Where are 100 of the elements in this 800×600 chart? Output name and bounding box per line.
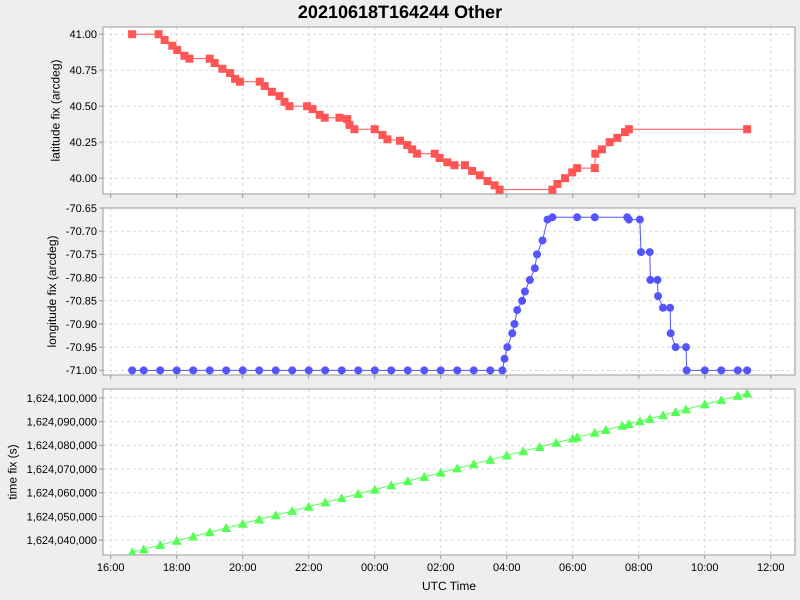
point [654, 292, 662, 300]
x-tick-label: 18:00 [162, 562, 190, 574]
point [666, 329, 675, 338]
y-tick-label: 1,624,050,000 [26, 511, 97, 524]
point [276, 92, 284, 100]
point [591, 150, 600, 158]
point [304, 366, 313, 374]
x-tick-label: 08:00 [625, 562, 653, 574]
point [470, 366, 478, 374]
point [561, 174, 570, 182]
point [387, 366, 396, 374]
point [486, 366, 494, 374]
x-tick-label: 02:00 [426, 562, 455, 574]
point [548, 213, 556, 222]
y-tick-label: -70.90 [66, 318, 97, 331]
point [646, 276, 654, 284]
y-tick-label: -70.85 [66, 296, 97, 308]
point [503, 343, 512, 352]
point [573, 164, 582, 172]
y-tick-label: 40.50 [69, 101, 97, 114]
point [285, 102, 294, 110]
point [613, 134, 622, 142]
point [743, 125, 752, 134]
y-tick-label: -70.80 [66, 272, 97, 284]
point [700, 366, 709, 374]
point [436, 366, 445, 374]
point [436, 154, 444, 162]
y-tick-label: 1,624,060,000 [26, 488, 97, 500]
point [530, 264, 539, 272]
point [508, 329, 516, 338]
x-tick-label: 06:00 [559, 562, 587, 574]
y-tick-label: 40.00 [69, 173, 97, 186]
point [272, 366, 280, 374]
point [606, 138, 614, 146]
point [321, 366, 330, 374]
point [743, 366, 752, 374]
point [573, 213, 582, 222]
point [370, 366, 379, 374]
point [236, 78, 244, 86]
point [370, 125, 379, 134]
y-tick-label: -70.65 [66, 202, 97, 215]
point [653, 276, 662, 284]
point [533, 250, 542, 258]
point [185, 54, 194, 63]
point [484, 177, 492, 186]
point [160, 36, 169, 44]
point [682, 366, 691, 374]
x-tick-label: 00:00 [360, 562, 389, 574]
point [156, 366, 164, 374]
point [226, 69, 234, 78]
y-tick-label: 40.75 [69, 65, 97, 78]
y-tick-label: -70.70 [66, 226, 97, 238]
y-tick-label: 1,624,070,000 [26, 464, 97, 476]
y-tick-label: 1,624,040,000 [26, 534, 97, 547]
point [510, 320, 518, 328]
point [636, 216, 644, 224]
point [658, 304, 667, 312]
point [206, 366, 214, 374]
point [413, 150, 422, 158]
point [338, 366, 346, 374]
point [350, 125, 358, 134]
x-tick-label: 20:00 [228, 562, 256, 574]
point [624, 125, 633, 134]
y-tick-label: -70.75 [66, 249, 97, 262]
point [308, 105, 317, 114]
point [255, 366, 264, 374]
point [538, 236, 547, 244]
point [222, 366, 230, 374]
point [140, 366, 148, 374]
point [460, 161, 469, 170]
y-tick-label: 1,624,090,000 [26, 416, 97, 429]
y-axis-title: longitude fix (arcdeg) [44, 235, 59, 348]
point [154, 30, 163, 38]
point [404, 366, 412, 374]
point [128, 30, 136, 38]
chart-title: 20210618T164244 Other [298, 2, 502, 22]
point [443, 158, 452, 166]
x-tick-label: 16:00 [96, 562, 124, 574]
point [453, 366, 462, 374]
point [468, 166, 476, 175]
point [646, 248, 654, 256]
point [498, 366, 506, 374]
point [496, 186, 504, 194]
y-tick-label: 40.25 [69, 137, 97, 150]
y-tick-label: 41.00 [69, 29, 97, 42]
point [734, 366, 742, 374]
x-tick-label: 04:00 [492, 562, 521, 574]
point [173, 46, 182, 54]
point [526, 276, 534, 284]
point [354, 366, 362, 374]
point [717, 366, 726, 374]
point [590, 164, 599, 172]
x-axis-title: UTC Time [422, 579, 476, 593]
point [450, 161, 458, 170]
point [476, 171, 484, 180]
y-tick-label: 1,624,100,000 [26, 392, 97, 405]
point [682, 343, 690, 352]
point [598, 145, 606, 154]
point [288, 366, 296, 374]
point [238, 366, 247, 374]
